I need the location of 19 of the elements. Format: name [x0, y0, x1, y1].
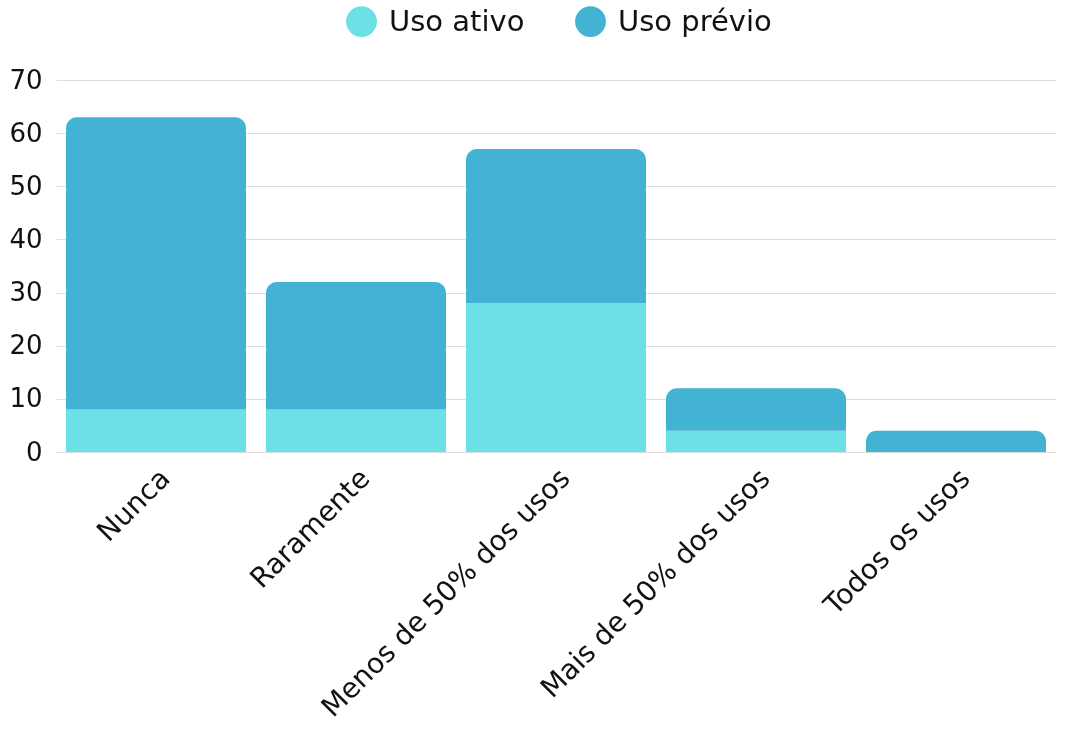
y-tick-label: 60	[9, 117, 43, 148]
y-tick-label: 40	[9, 223, 43, 254]
bar	[866, 430, 1046, 452]
y-tick-label: 30	[9, 277, 43, 308]
legend-label: Uso ativo	[389, 3, 525, 38]
bar	[666, 430, 846, 452]
y-tick-label: 20	[9, 330, 43, 361]
bar	[466, 303, 646, 452]
legend-label: Uso prévio	[618, 3, 772, 38]
bar	[266, 281, 446, 410]
y-tick-label: 70	[9, 64, 43, 95]
y-tick-label: 50	[9, 170, 43, 201]
bar	[266, 409, 446, 452]
bar	[666, 388, 846, 431]
bar	[466, 149, 646, 304]
y-tick-label: 0	[25, 436, 43, 467]
bar	[66, 117, 246, 410]
y-tick-label: 10	[9, 383, 43, 414]
bar	[66, 409, 246, 452]
